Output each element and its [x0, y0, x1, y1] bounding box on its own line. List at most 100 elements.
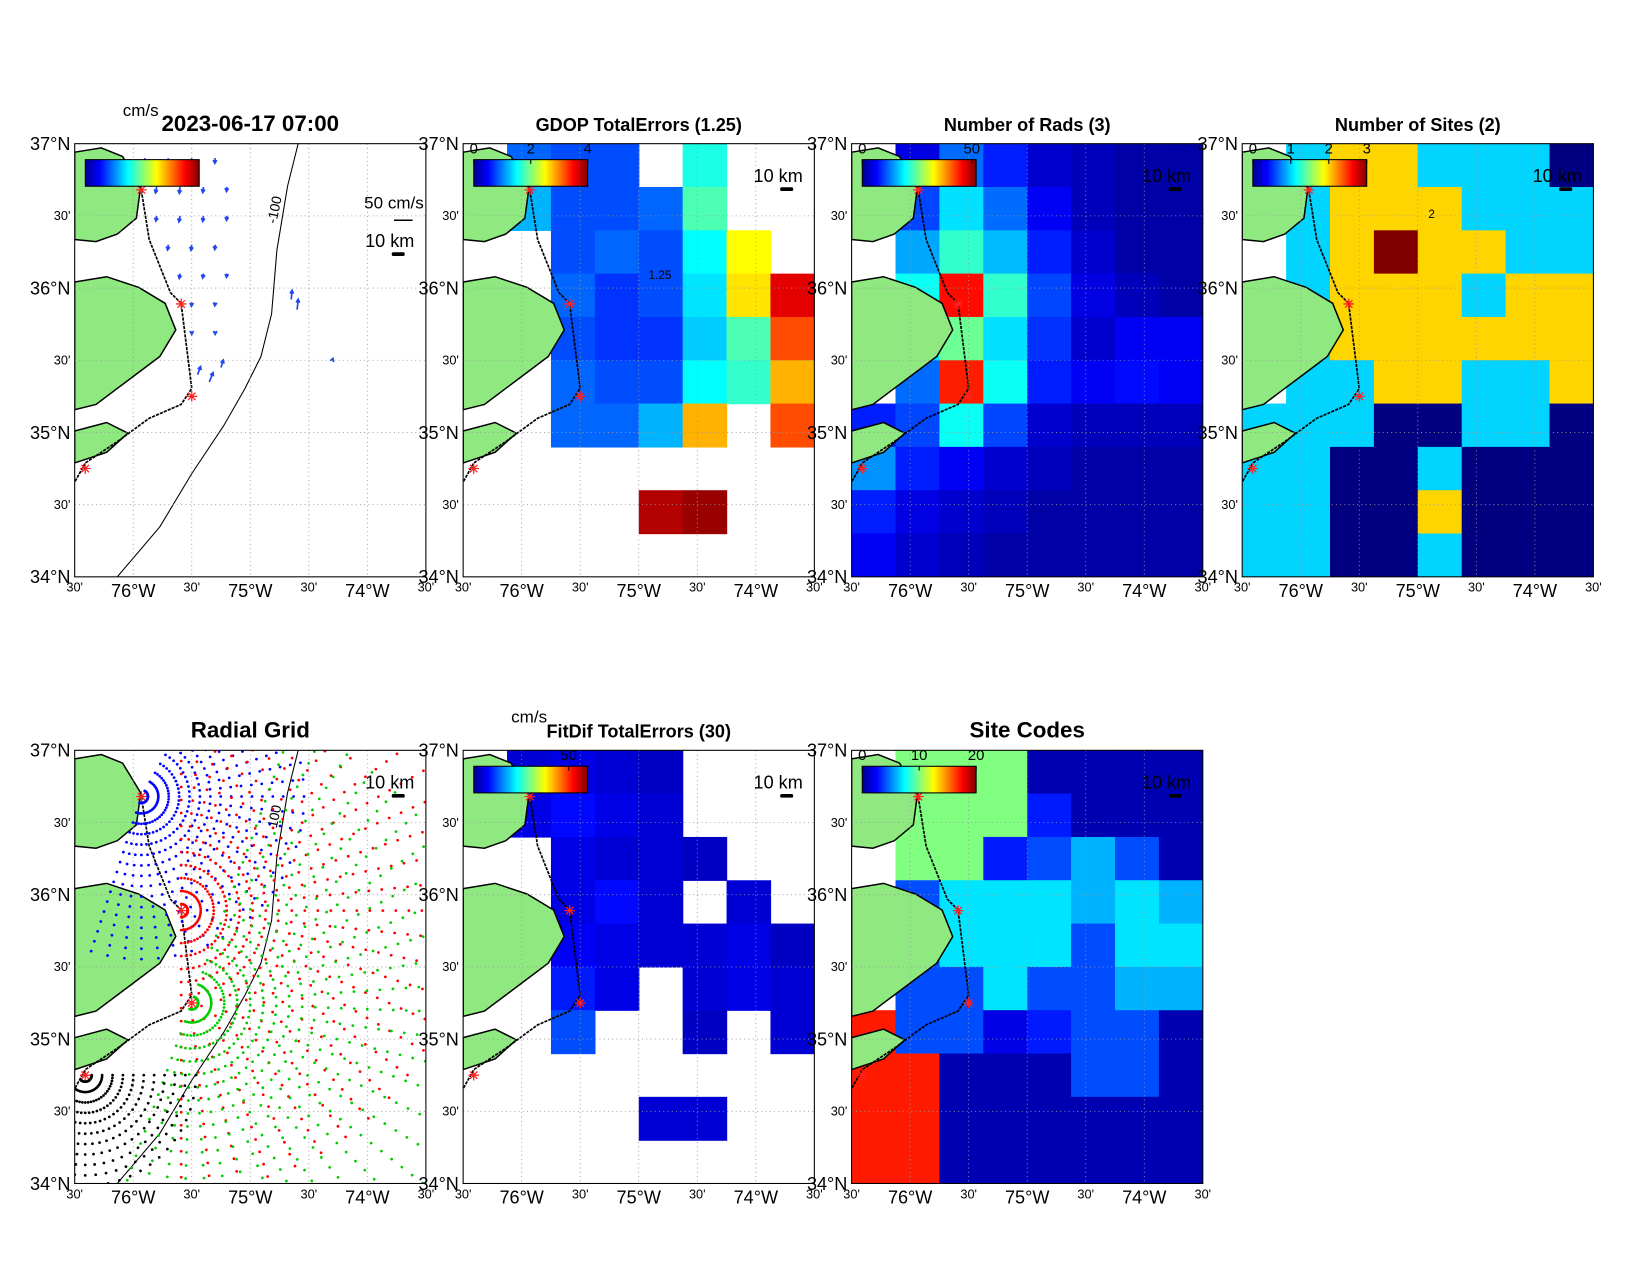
radial-grid-point [179, 928, 183, 932]
radial-grid-point [262, 891, 266, 895]
radial-grid-point [230, 1063, 233, 1067]
radial-grid-point [458, 938, 461, 941]
radial-grid-point [114, 1169, 118, 1172]
radial-grid-point [148, 874, 152, 877]
radial-grid-point [242, 852, 246, 856]
radial-grid-point [289, 920, 293, 924]
radial-grid-point [222, 995, 226, 999]
radial-grid-point [185, 810, 189, 813]
radial-grid-point [158, 827, 162, 831]
radial-grid-point [253, 991, 257, 995]
scale-bar [391, 252, 405, 256]
radial-grid-point [156, 773, 159, 776]
radial-grid-point [252, 843, 256, 847]
radial-grid-point [163, 903, 166, 907]
grid-cell [1115, 836, 1160, 881]
radial-grid-point [172, 776, 176, 780]
radial-grid-point [226, 1092, 230, 1095]
radial-grid-point [419, 884, 422, 887]
radial-grid-point [170, 817, 174, 821]
radial-grid-point [125, 936, 128, 939]
coastline [851, 186, 970, 483]
radial-grid-point [187, 829, 191, 833]
radial-grid-point [309, 951, 313, 955]
radial-grid-point [96, 1131, 99, 1134]
radial-grid-point [302, 896, 306, 900]
radial-grid-point [263, 799, 267, 803]
radial-grid-point [215, 770, 219, 774]
radial-grid-point [308, 1093, 312, 1097]
grid-cell [983, 273, 1028, 318]
grid-cell [1329, 533, 1375, 577]
radial-grid-point [31, 1133, 34, 1136]
grid-cell [638, 403, 684, 448]
radial-grid-point [76, 1142, 80, 1146]
radial-grid-point [113, 1124, 116, 1128]
radial-grid-point [78, 1121, 82, 1125]
scale-bar [1168, 187, 1182, 192]
radial-grid-point [242, 1027, 246, 1031]
grid-cell [1027, 1140, 1072, 1184]
radial-grid-point [465, 1102, 468, 1105]
radial-grid-point [378, 731, 381, 734]
radial-grid-point [294, 1039, 298, 1043]
radial-grid-point [173, 954, 177, 957]
radial-grid-point [226, 955, 230, 959]
radial-grid-point [314, 759, 318, 763]
radial-grid-point [132, 1235, 135, 1238]
grid-cell [682, 836, 728, 881]
radial-grid-point [343, 814, 346, 818]
radial-grid-point [483, 1012, 486, 1015]
grid-cell [939, 1053, 984, 1098]
x-tick-label: 30' [1194, 1186, 1211, 1201]
radial-grid-point [189, 1034, 193, 1037]
radial-grid-point [209, 922, 213, 926]
grid-cell [1461, 316, 1507, 361]
radial-grid-point [304, 905, 308, 909]
radial-grid-point [291, 1009, 294, 1013]
radial-grid-point [195, 699, 198, 702]
radial-grid-point [214, 986, 217, 990]
radial-grid-point [268, 822, 272, 826]
radial-grid-point [325, 1020, 329, 1024]
radial-grid-point [89, 1132, 93, 1135]
radial-grid-point [389, 921, 393, 924]
radial-grid-point [217, 901, 221, 905]
map-frame [851, 143, 1204, 578]
radial-grid-point [295, 745, 298, 748]
grid-cell [851, 1140, 897, 1184]
radial-grid-point [359, 953, 362, 956]
radial-grid-point [339, 1052, 343, 1056]
radial-grid-point [286, 984, 290, 988]
radial-grid-point [195, 760, 199, 764]
radial-grid-point [164, 753, 167, 757]
radial-grid-point [336, 1124, 340, 1128]
radial-grid-point [258, 851, 262, 855]
radial-grid-point [224, 808, 228, 811]
radial-grid-point [154, 862, 158, 866]
radial-grid-point [158, 850, 161, 854]
radial-grid-point [89, 949, 93, 953]
radial-grid-point [370, 1216, 373, 1219]
land [74, 1028, 130, 1071]
radial-grid-point [271, 807, 274, 811]
panel-title: Number of Sites (2) [1335, 115, 1501, 135]
grid-cell [726, 923, 772, 968]
radial-grid-point [276, 919, 280, 923]
radial-grid-point [431, 1010, 434, 1013]
radial-grid-point [377, 867, 380, 871]
map-base: 100 [74, 750, 299, 1184]
grid-cell [1286, 490, 1331, 535]
radial-grid-point [248, 1027, 251, 1031]
radial-grid-point [187, 790, 191, 793]
radial-grid-point [254, 779, 258, 783]
radial-grid-point [156, 817, 159, 820]
radial-grid-point [266, 643, 269, 646]
radial-grid-point [138, 1210, 141, 1213]
radial-grid-point [342, 790, 346, 794]
radial-grid-point [240, 772, 244, 776]
radial-grid-point [133, 853, 137, 857]
radial-grid-point [245, 938, 248, 942]
radial-grid-point [229, 918, 233, 922]
map-body [851, 143, 1203, 577]
